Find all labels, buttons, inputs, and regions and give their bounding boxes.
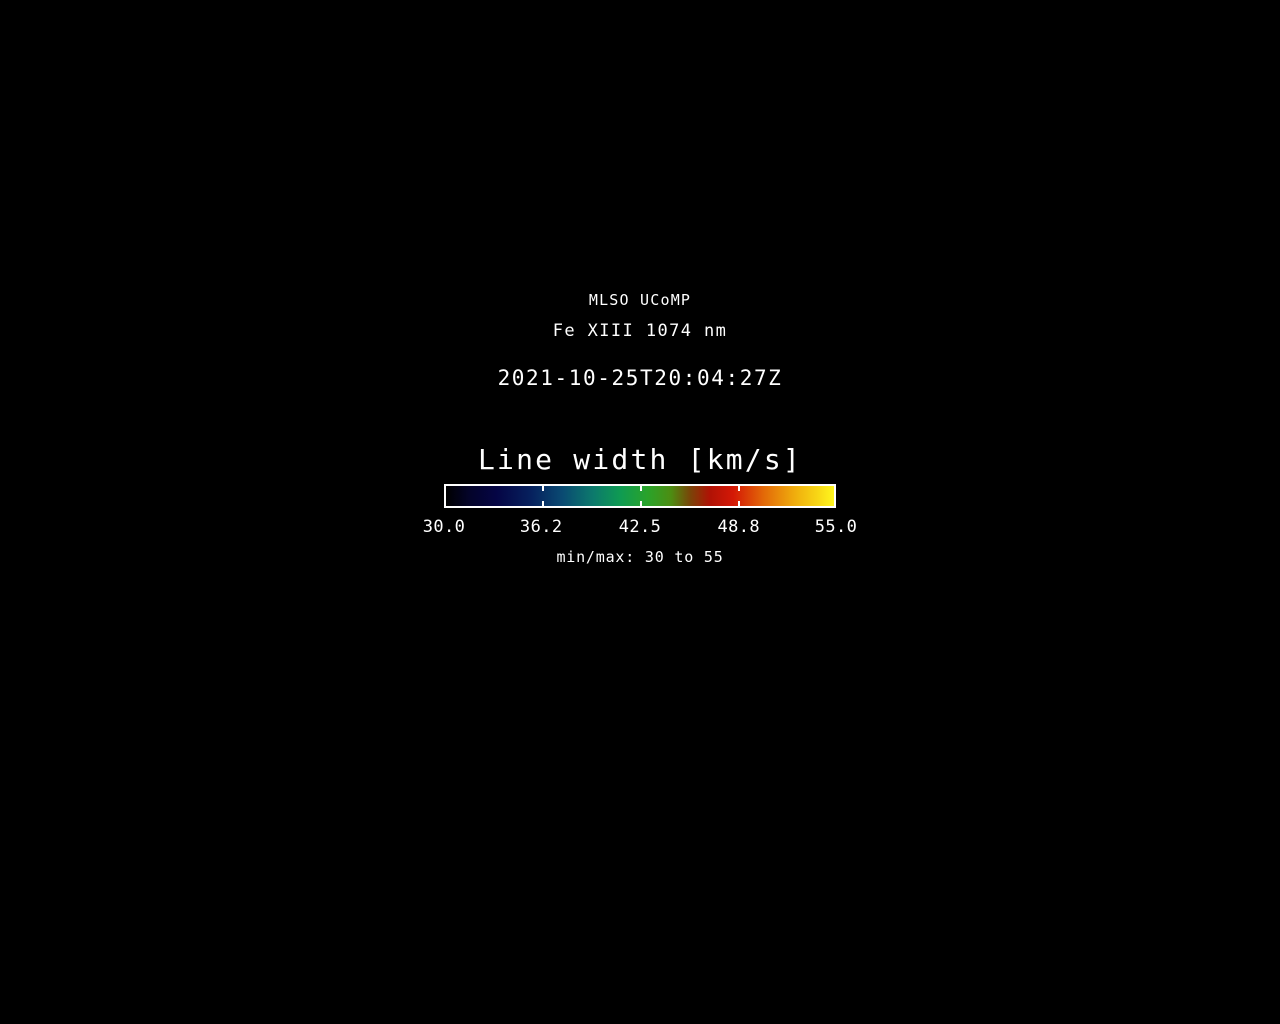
- coronal-line-width-map: [0, 0, 1280, 1024]
- coronagraph-image-viewer: MLSO UCoMP Fe XIII 1074 nm 2021-10-25T20…: [0, 0, 1280, 1024]
